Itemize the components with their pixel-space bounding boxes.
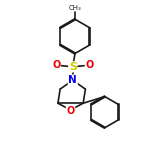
Text: S: S [69, 62, 77, 72]
Text: CH₃: CH₃ [69, 5, 81, 11]
Text: N: N [68, 75, 77, 85]
Text: O: O [52, 60, 60, 70]
Text: O: O [85, 60, 94, 70]
Text: O: O [66, 106, 75, 116]
